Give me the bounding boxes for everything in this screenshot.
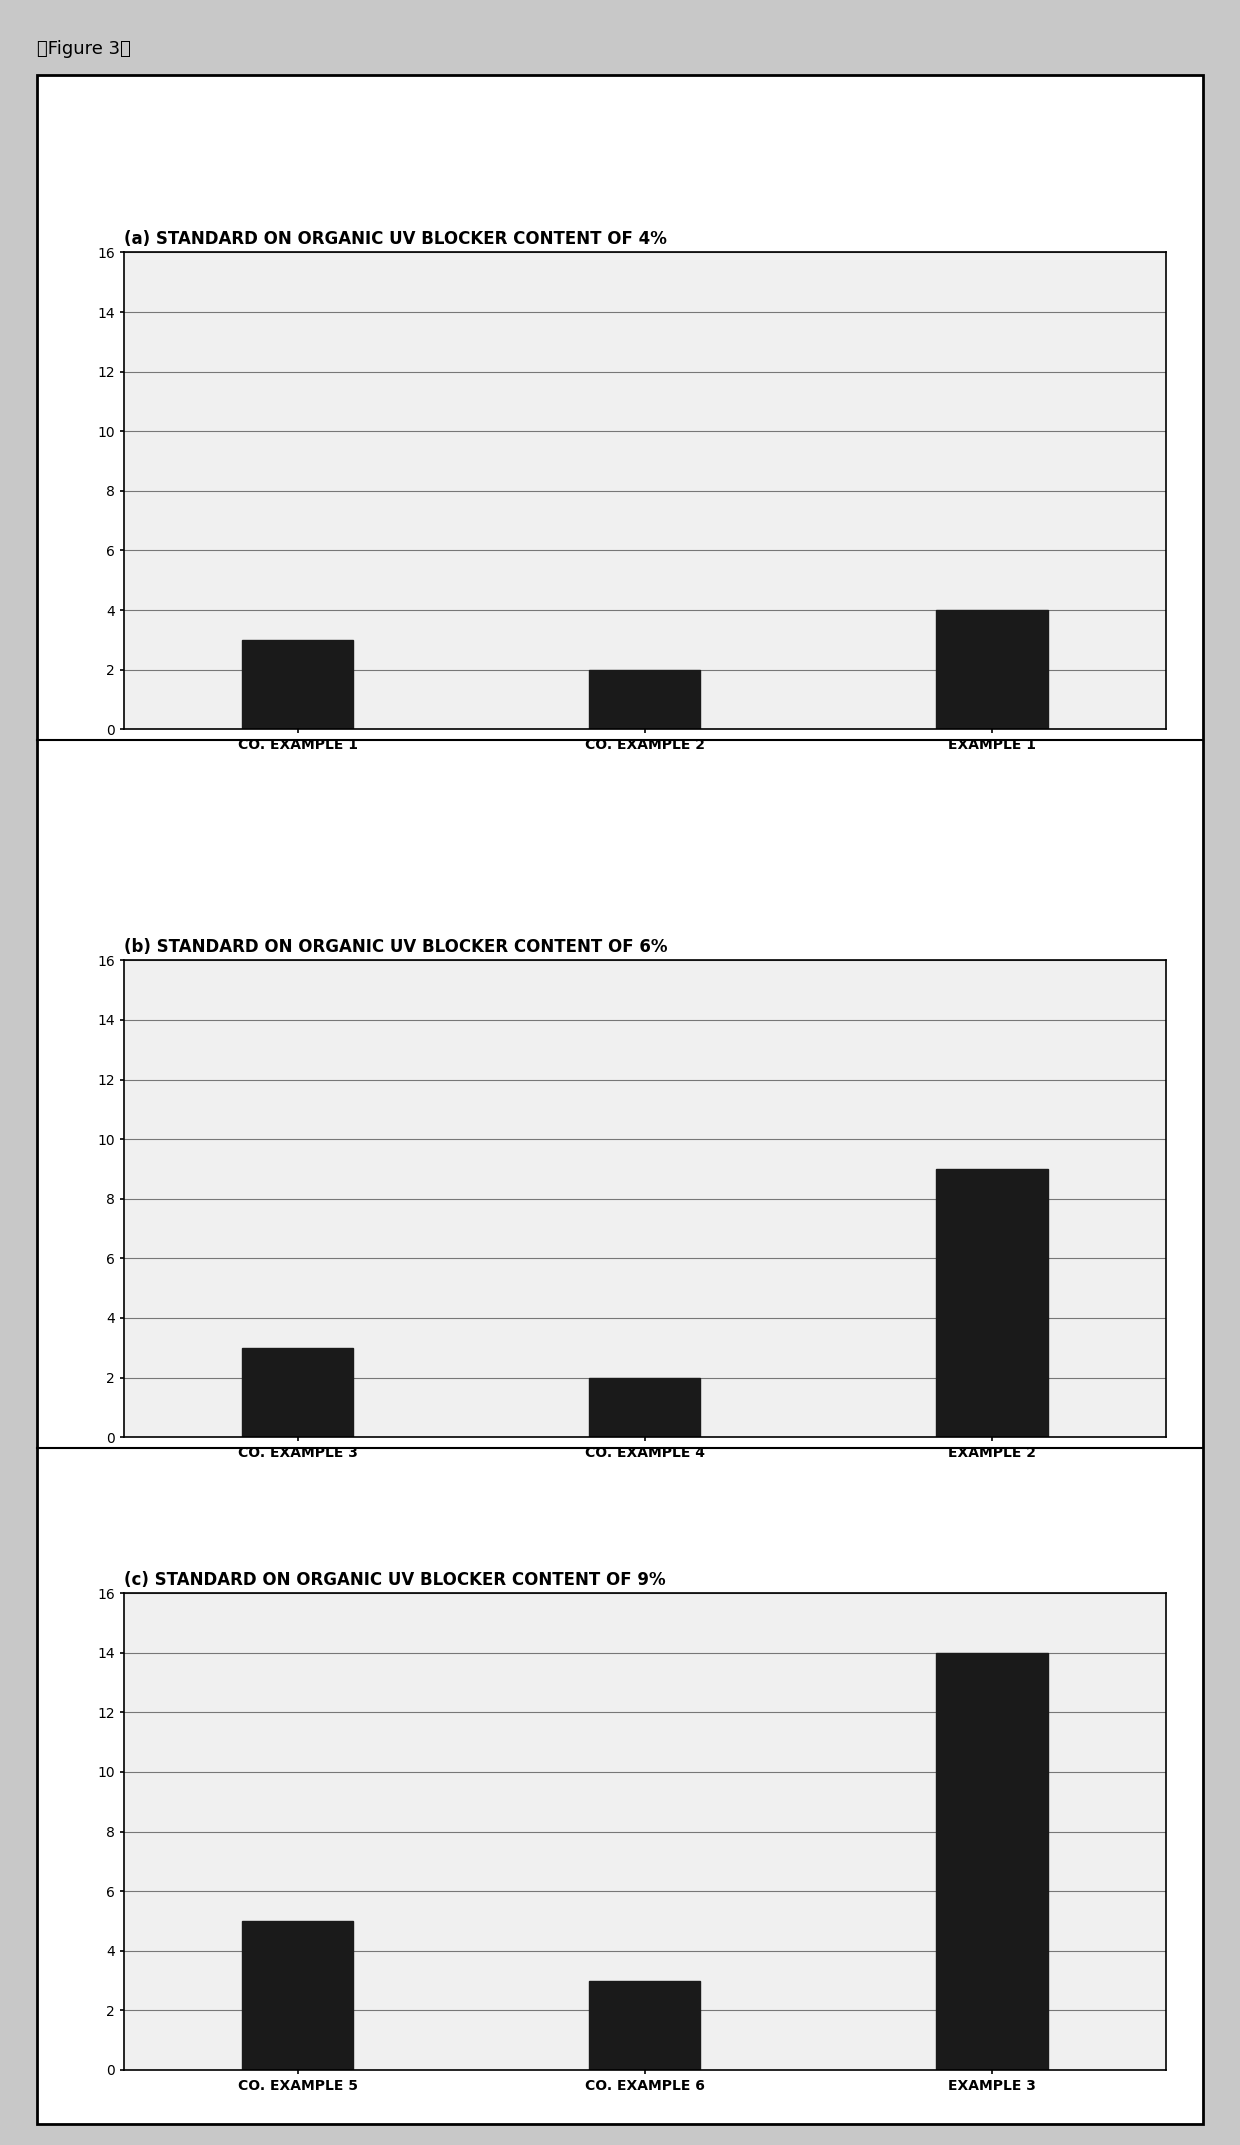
Text: (c) STANDARD ON ORGANIC UV BLOCKER CONTENT OF 9%: (c) STANDARD ON ORGANIC UV BLOCKER CONTE… [124,1570,666,1589]
Text: (a) STANDARD ON ORGANIC UV BLOCKER CONTENT OF 4%: (a) STANDARD ON ORGANIC UV BLOCKER CONTE… [124,230,667,249]
Bar [242,1922,353,2070]
Bar [242,1347,353,1437]
Bar [936,1652,1048,2070]
Text: (b) STANDARD ON ORGANIC UV BLOCKER CONTENT OF 6%: (b) STANDARD ON ORGANIC UV BLOCKER CONTE… [124,937,667,957]
Bar [589,1980,701,2070]
Bar [589,1377,701,1437]
Bar [936,1169,1048,1437]
Bar [242,639,353,729]
Bar [589,669,701,729]
Bar [936,609,1048,729]
Text: 【Figure 3】: 【Figure 3】 [37,39,131,58]
